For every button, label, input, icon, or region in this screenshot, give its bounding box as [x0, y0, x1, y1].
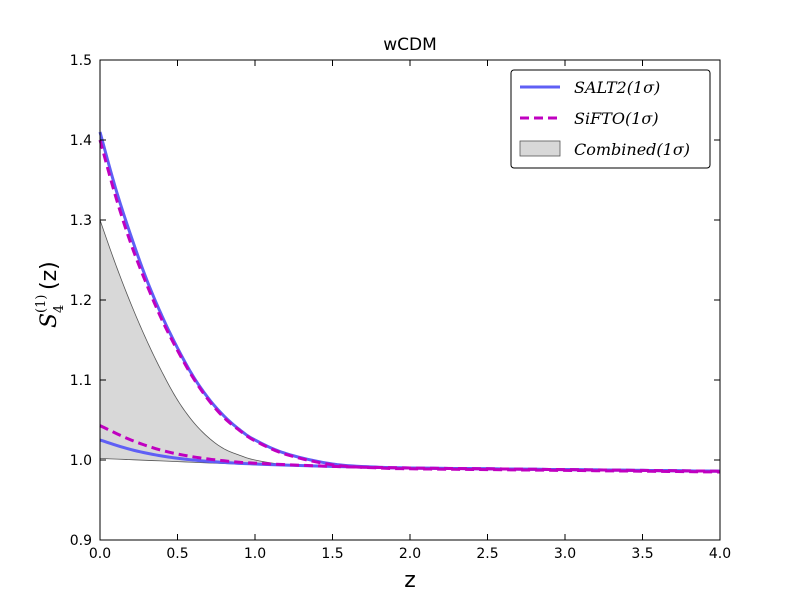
- y-axis-label: S 4 (1) (z): [34, 261, 67, 328]
- y-tick-label: 0.9: [70, 533, 92, 549]
- y-tick-label: 1.4: [70, 133, 92, 149]
- x-tick-label: 1.0: [244, 546, 266, 562]
- x-tick-label: 0.0: [89, 546, 111, 562]
- y-tick-label: 1.0: [70, 453, 92, 469]
- series-line-salt2-upper: [98, 131, 721, 473]
- x-tick-label: 3.5: [631, 546, 653, 562]
- ticks-layer: 0.0 0.5 1.0 1.5 2.0 2.5 3.0 3.5 4.0 0.9 1.0 1.1 1.2 1…: [70, 53, 731, 562]
- legend-swatch-combined: [519, 140, 561, 157]
- legend-label-combined: Combined(1σ): [574, 140, 690, 159]
- y-tick-label: 1.5: [70, 53, 92, 69]
- x-tick-label: 0.5: [166, 546, 188, 562]
- y-axis-label-sup: (1): [34, 295, 49, 313]
- chart-title: wCDM: [383, 35, 437, 55]
- combined-band-layer: [99, 219, 721, 473]
- series-lines-layer: [98, 131, 721, 474]
- series-line-sifto-lower: [99, 424, 721, 473]
- y-axis-label-tail: (z): [37, 261, 62, 290]
- y-tick-label: 1.3: [70, 213, 92, 229]
- x-tick-label: 4.0: [709, 546, 731, 562]
- x-axis-label: z: [404, 568, 416, 593]
- y-axis-label-main: S: [37, 313, 62, 328]
- x-tick-label: 1.5: [321, 546, 343, 562]
- legend-label-salt2: SALT2(1σ): [574, 78, 660, 97]
- x-tick-label: 2.0: [399, 546, 421, 562]
- combined-band-area: [100, 220, 720, 472]
- legend-box: [510, 69, 711, 169]
- y-tick-label: 1.2: [70, 293, 92, 309]
- legend: SALT2(1σ) SiFTO(1σ) Combined(1σ): [510, 69, 711, 169]
- x-tick-label: 2.5: [476, 546, 498, 562]
- legend-label-sifto: SiFTO(1σ): [574, 109, 659, 128]
- y-axis-label-sub: 4: [52, 305, 67, 313]
- y-tick-label: 1.1: [70, 373, 92, 389]
- x-tick-label: 3.0: [554, 546, 576, 562]
